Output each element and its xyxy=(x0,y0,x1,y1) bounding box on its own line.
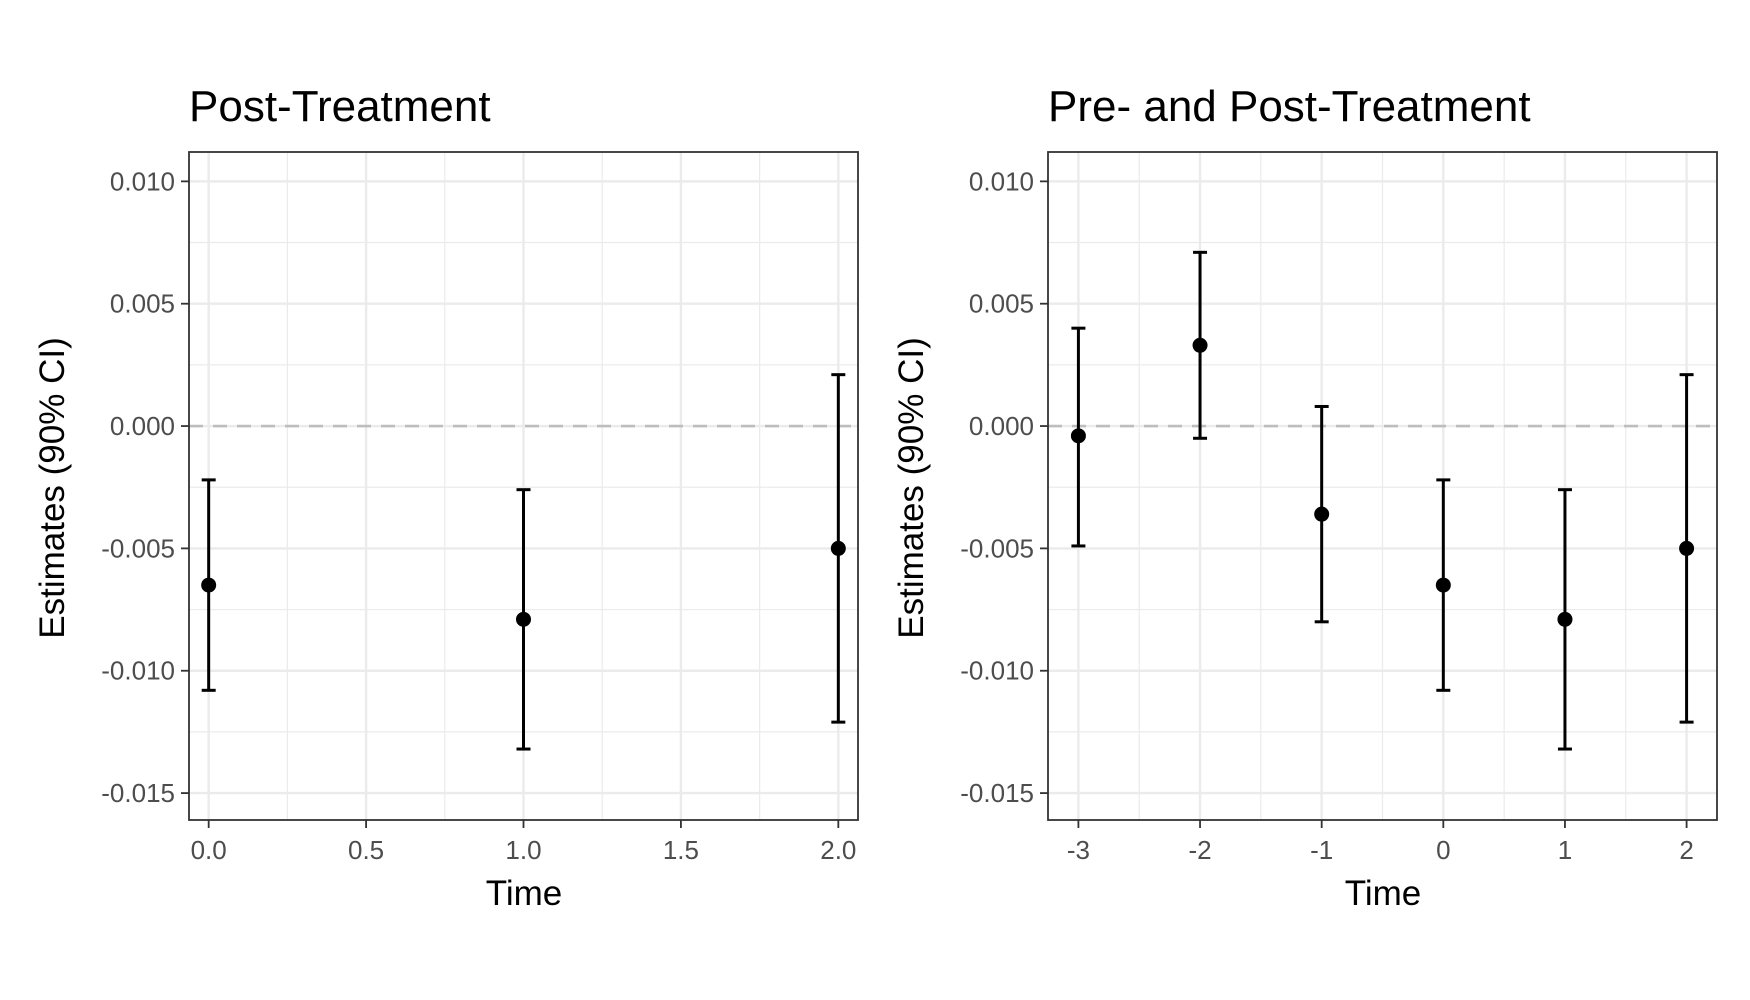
y-tick-label: 0.005 xyxy=(110,289,175,319)
estimate-point xyxy=(201,577,217,593)
x-axis-title: Time xyxy=(486,874,562,913)
x-tick-label: -1 xyxy=(1310,835,1333,865)
estimate-point xyxy=(1679,540,1695,556)
y-axis-title: Estimates (90% CI) xyxy=(33,337,72,638)
y-tick-label: -0.015 xyxy=(101,778,175,808)
x-tick-label: 1.5 xyxy=(663,835,699,865)
pre-and-post-treatment-panel: -0.015 -0.010 -0.005 0.000 0.005 0.010 -3 -2 -1 0… xyxy=(892,82,1718,913)
y-tick-label: 0.010 xyxy=(969,166,1034,196)
y-tick-label: -0.010 xyxy=(101,656,175,686)
y-tick-label: 0.010 xyxy=(110,166,175,196)
y-tick-label: 0.005 xyxy=(969,289,1034,319)
x-tick-label: 0.0 xyxy=(191,835,227,865)
x-tick-label: -2 xyxy=(1188,835,1211,865)
y-tick-label: -0.010 xyxy=(960,656,1034,686)
x-tick-label: 0.5 xyxy=(348,835,384,865)
x-axis-title: Time xyxy=(1345,874,1421,913)
plot-area: -0.015 -0.010 -0.005 0.000 0.005 0.010 -3 -2 -1 0… xyxy=(960,151,1718,865)
y-tick-label: -0.005 xyxy=(960,533,1034,563)
x-tick-label: 0 xyxy=(1436,835,1450,865)
y-axis-title: Estimates (90% CI) xyxy=(892,337,931,638)
y-tick-label: -0.005 xyxy=(101,533,175,563)
estimate-point xyxy=(1070,428,1086,444)
y-tick-label: -0.015 xyxy=(960,778,1034,808)
post-treatment-panel: -0.015 -0.010 -0.005 0.000 0.005 0.010 0.0 0.5 1… xyxy=(33,82,859,913)
x-tick-label: -3 xyxy=(1067,835,1090,865)
y-tick-label: 0.000 xyxy=(110,411,175,441)
estimate-point xyxy=(1557,611,1573,627)
estimate-point xyxy=(830,540,846,556)
panel-border xyxy=(1047,151,1718,821)
x-tick-label: 1.0 xyxy=(505,835,541,865)
estimate-point xyxy=(1314,506,1330,522)
estimate-point xyxy=(1192,337,1208,353)
x-tick-label: 2.0 xyxy=(820,835,856,865)
x-tick-label: 2 xyxy=(1679,835,1693,865)
estimate-point xyxy=(1435,577,1451,593)
x-tick-label: 1 xyxy=(1558,835,1572,865)
plot-area: -0.015 -0.010 -0.005 0.000 0.005 0.010 0.0 0.5 1… xyxy=(101,151,859,865)
panel-title: Post-Treatment xyxy=(189,82,491,131)
y-tick-label: 0.000 xyxy=(969,411,1034,441)
panel-title: Pre- and Post-Treatment xyxy=(1048,82,1531,131)
estimate-point xyxy=(516,611,531,627)
